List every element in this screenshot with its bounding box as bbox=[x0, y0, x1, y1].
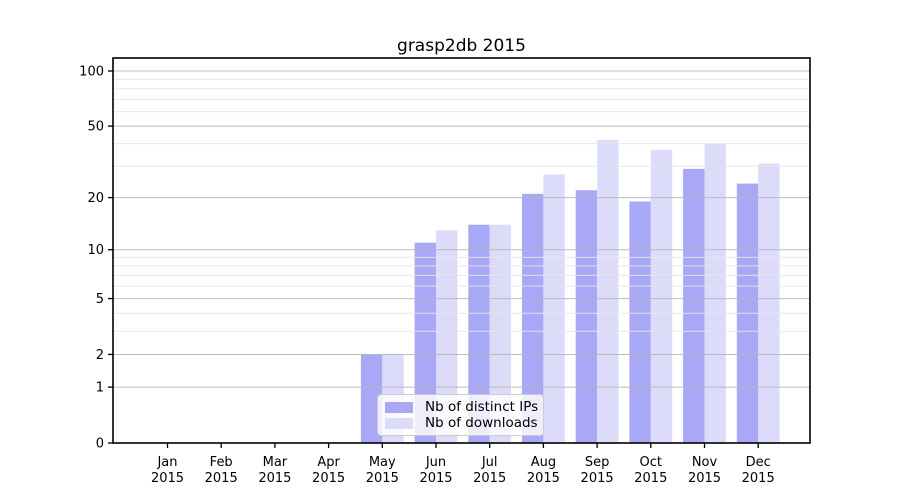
x-tick-label-month: May bbox=[369, 455, 396, 470]
bar-distinct-ips-may bbox=[360, 354, 383, 443]
bar-downloads-nov bbox=[704, 143, 726, 444]
x-tick-label-year: 2015 bbox=[419, 471, 452, 486]
y-tick-label: 1 bbox=[96, 381, 104, 396]
chart-title: grasp2db 2015 bbox=[397, 36, 526, 56]
bar-distinct-ips-oct bbox=[629, 201, 651, 443]
bar-distinct-ips-nov bbox=[683, 168, 705, 443]
legend-label-distinct-ips: Nb of distinct IPs bbox=[425, 399, 539, 415]
x-tick-label-month: Jan bbox=[156, 455, 177, 470]
y-tick-label: 50 bbox=[87, 120, 104, 135]
x-tick-label-month: Nov bbox=[692, 455, 718, 470]
legend: Nb of distinct IPs Nb of downloads bbox=[377, 394, 544, 436]
bar-distinct-ips-aug bbox=[522, 193, 544, 443]
bar-downloads-sep bbox=[597, 139, 619, 443]
bar-distinct-ips-sep bbox=[575, 190, 598, 443]
legend-swatch-downloads bbox=[385, 417, 413, 429]
bar-downloads-dec bbox=[758, 163, 780, 443]
x-tick-label-year: 2015 bbox=[366, 471, 399, 486]
x-tick-label-year: 2015 bbox=[581, 471, 614, 486]
x-tick-label-year: 2015 bbox=[688, 471, 721, 486]
x-tick-label-year: 2015 bbox=[473, 471, 506, 486]
x-tick-label-year: 2015 bbox=[742, 471, 775, 486]
y-tick-label: 20 bbox=[87, 191, 104, 206]
bar-downloads-jul bbox=[489, 224, 512, 443]
x-tick-label-month: Mar bbox=[263, 455, 288, 470]
x-tick-label-month: Sep bbox=[585, 455, 610, 470]
legend-item-distinct-ips: Nb of distinct IPs bbox=[385, 400, 538, 414]
x-tick-label-month: Feb bbox=[210, 455, 233, 470]
bar-downloads-jun bbox=[436, 230, 458, 443]
legend-swatch-distinct-ips bbox=[385, 401, 413, 413]
x-tick-label-month: Jun bbox=[425, 455, 446, 470]
x-tick-label-month: Aug bbox=[531, 455, 556, 470]
bar-distinct-ips-jul bbox=[468, 224, 490, 443]
x-tick-label-year: 2015 bbox=[205, 471, 238, 486]
legend-item-downloads: Nb of downloads bbox=[385, 416, 538, 430]
y-tick-label: 0 bbox=[96, 437, 104, 452]
y-tick-label: 100 bbox=[79, 64, 104, 79]
legend-label-downloads: Nb of downloads bbox=[425, 415, 538, 431]
x-tick-label-month: Dec bbox=[746, 455, 771, 470]
x-tick-label-year: 2015 bbox=[527, 471, 560, 486]
y-tick-label: 5 bbox=[96, 292, 104, 307]
x-tick-label-month: Oct bbox=[640, 455, 662, 470]
x-tick-label-month: Jul bbox=[481, 455, 498, 470]
plot-border bbox=[112, 57, 811, 444]
bar-downloads-oct bbox=[650, 149, 673, 443]
x-tick-label-year: 2015 bbox=[258, 471, 291, 486]
bar-distinct-ips-jun bbox=[414, 242, 436, 443]
x-tick-label-year: 2015 bbox=[634, 471, 667, 486]
x-tick-label-month: Apr bbox=[317, 455, 340, 470]
y-tick-label: 2 bbox=[96, 348, 104, 363]
x-tick-label-year: 2015 bbox=[312, 471, 345, 486]
y-tick-label: 10 bbox=[87, 243, 104, 258]
bar-downloads-aug bbox=[543, 174, 565, 443]
x-tick-label-year: 2015 bbox=[151, 471, 184, 486]
